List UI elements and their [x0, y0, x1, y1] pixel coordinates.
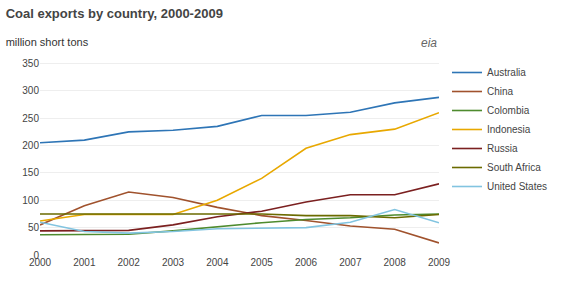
svg-text:United States: United States [487, 181, 547, 192]
svg-text:2008: 2008 [384, 257, 407, 268]
svg-text:200: 200 [22, 140, 39, 151]
svg-text:300: 300 [22, 85, 39, 96]
svg-text:350: 350 [22, 58, 39, 69]
svg-text:Australia: Australia [487, 67, 526, 78]
svg-text:Indonesia: Indonesia [487, 124, 531, 135]
svg-text:0: 0 [33, 250, 39, 261]
svg-text:Colombia: Colombia [487, 105, 530, 116]
svg-text:China: China [487, 86, 514, 97]
svg-text:250: 250 [22, 113, 39, 124]
svg-text:100: 100 [22, 195, 39, 206]
svg-text:2009: 2009 [428, 257, 451, 268]
svg-text:million short tons: million short tons [6, 36, 89, 48]
svg-text:150: 150 [22, 167, 39, 178]
svg-text:2000: 2000 [29, 257, 52, 268]
svg-text:2006: 2006 [295, 257, 318, 268]
svg-text:2001: 2001 [73, 257, 96, 268]
svg-text:Coal exports by country, 2000-: Coal exports by country, 2000-2009 [6, 6, 223, 21]
svg-text:2007: 2007 [339, 257, 362, 268]
svg-text:South Africa: South Africa [487, 162, 541, 173]
svg-text:2002: 2002 [118, 257, 141, 268]
svg-text:50: 50 [28, 222, 40, 233]
svg-text:2004: 2004 [206, 257, 229, 268]
svg-text:2005: 2005 [251, 257, 274, 268]
svg-text:eia: eia [421, 36, 437, 50]
svg-text:2003: 2003 [162, 257, 185, 268]
svg-text:Russia: Russia [487, 143, 518, 154]
